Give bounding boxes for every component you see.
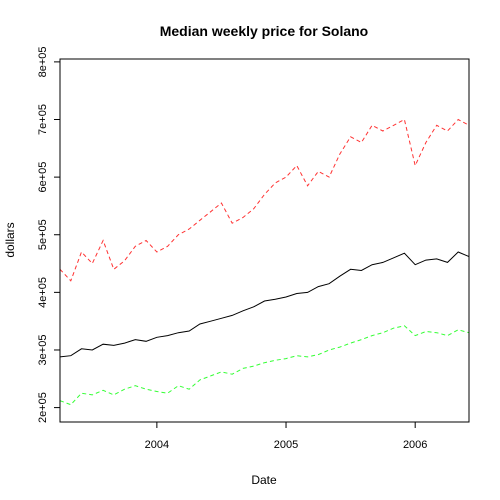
y-tick-label: 5e+05 (37, 219, 49, 250)
chart-title: Median weekly price for Solano (160, 23, 369, 39)
series-line-2 (59, 251, 470, 358)
plot-frame (59, 58, 470, 423)
y-tick-label: 4e+05 (37, 277, 49, 308)
x-axis: 2004 2005 2006 (145, 422, 427, 451)
series-line-1 (59, 118, 470, 282)
y-tick-label: 8e+05 (37, 46, 49, 77)
y-axis-label: dollars (3, 222, 17, 257)
y-axis: 2e+05 3e+05 4e+05 5e+05 6e+05 7e+05 8e+05 (37, 46, 60, 423)
y-tick-label: 7e+05 (37, 104, 49, 135)
x-tick-label: 2005 (274, 439, 298, 451)
series-line-3 (59, 325, 470, 406)
y-tick-label: 6e+05 (37, 162, 49, 193)
x-tick-label: 2004 (145, 439, 169, 451)
x-axis-label: Date (251, 473, 277, 487)
series-layer (59, 118, 470, 406)
y-tick-label: 2e+05 (37, 392, 49, 423)
x-tick-label: 2006 (403, 439, 427, 451)
y-tick-label: 3e+05 (37, 335, 49, 366)
